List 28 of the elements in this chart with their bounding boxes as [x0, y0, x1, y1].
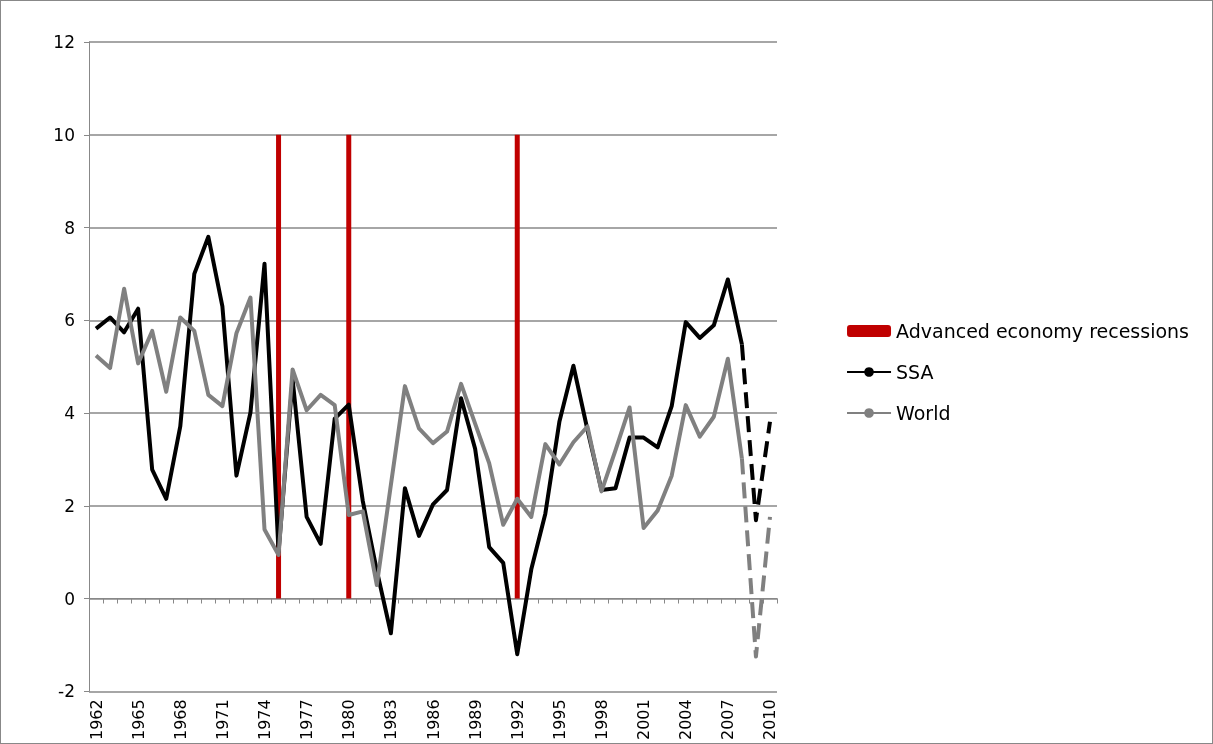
- x-tick-label: 1989: [465, 699, 485, 740]
- x-tick-label: 1995: [549, 699, 569, 740]
- x-tick-label: 2004: [676, 699, 696, 740]
- y-tick-label: 4: [64, 403, 75, 424]
- x-tick-label: 1962: [86, 699, 106, 740]
- y-tick-label: 6: [64, 310, 75, 331]
- x-tick-label: 1965: [128, 699, 148, 740]
- x-tick-label: 1998: [591, 699, 611, 740]
- legend-label: World: [896, 402, 951, 424]
- y-tick-label: 12: [53, 32, 75, 52]
- y-tick-label: 2: [64, 495, 75, 516]
- legend-label: Advanced economy recessions: [896, 320, 1190, 342]
- x-tick-label: 1983: [381, 699, 401, 740]
- x-tick-label: 2010: [760, 699, 780, 740]
- x-tick-label: 1968: [170, 699, 190, 740]
- x-tick-label: 2001: [634, 699, 654, 740]
- x-tick-label: 1992: [507, 699, 527, 740]
- x-tick-label: 1971: [212, 699, 232, 740]
- y-tick-label: 8: [64, 217, 75, 238]
- y-tick-label: 0: [64, 588, 75, 609]
- x-tick-label: 1986: [423, 699, 443, 740]
- y-tick-label: 10: [53, 124, 75, 145]
- legend-label: SSA: [896, 361, 934, 383]
- y-tick-label: -2: [58, 681, 75, 702]
- x-tick-label: 1974: [255, 699, 275, 740]
- x-tick-label: 1980: [339, 699, 359, 740]
- x-tick-label: 1977: [297, 699, 317, 740]
- x-tick-label: 2007: [718, 699, 738, 740]
